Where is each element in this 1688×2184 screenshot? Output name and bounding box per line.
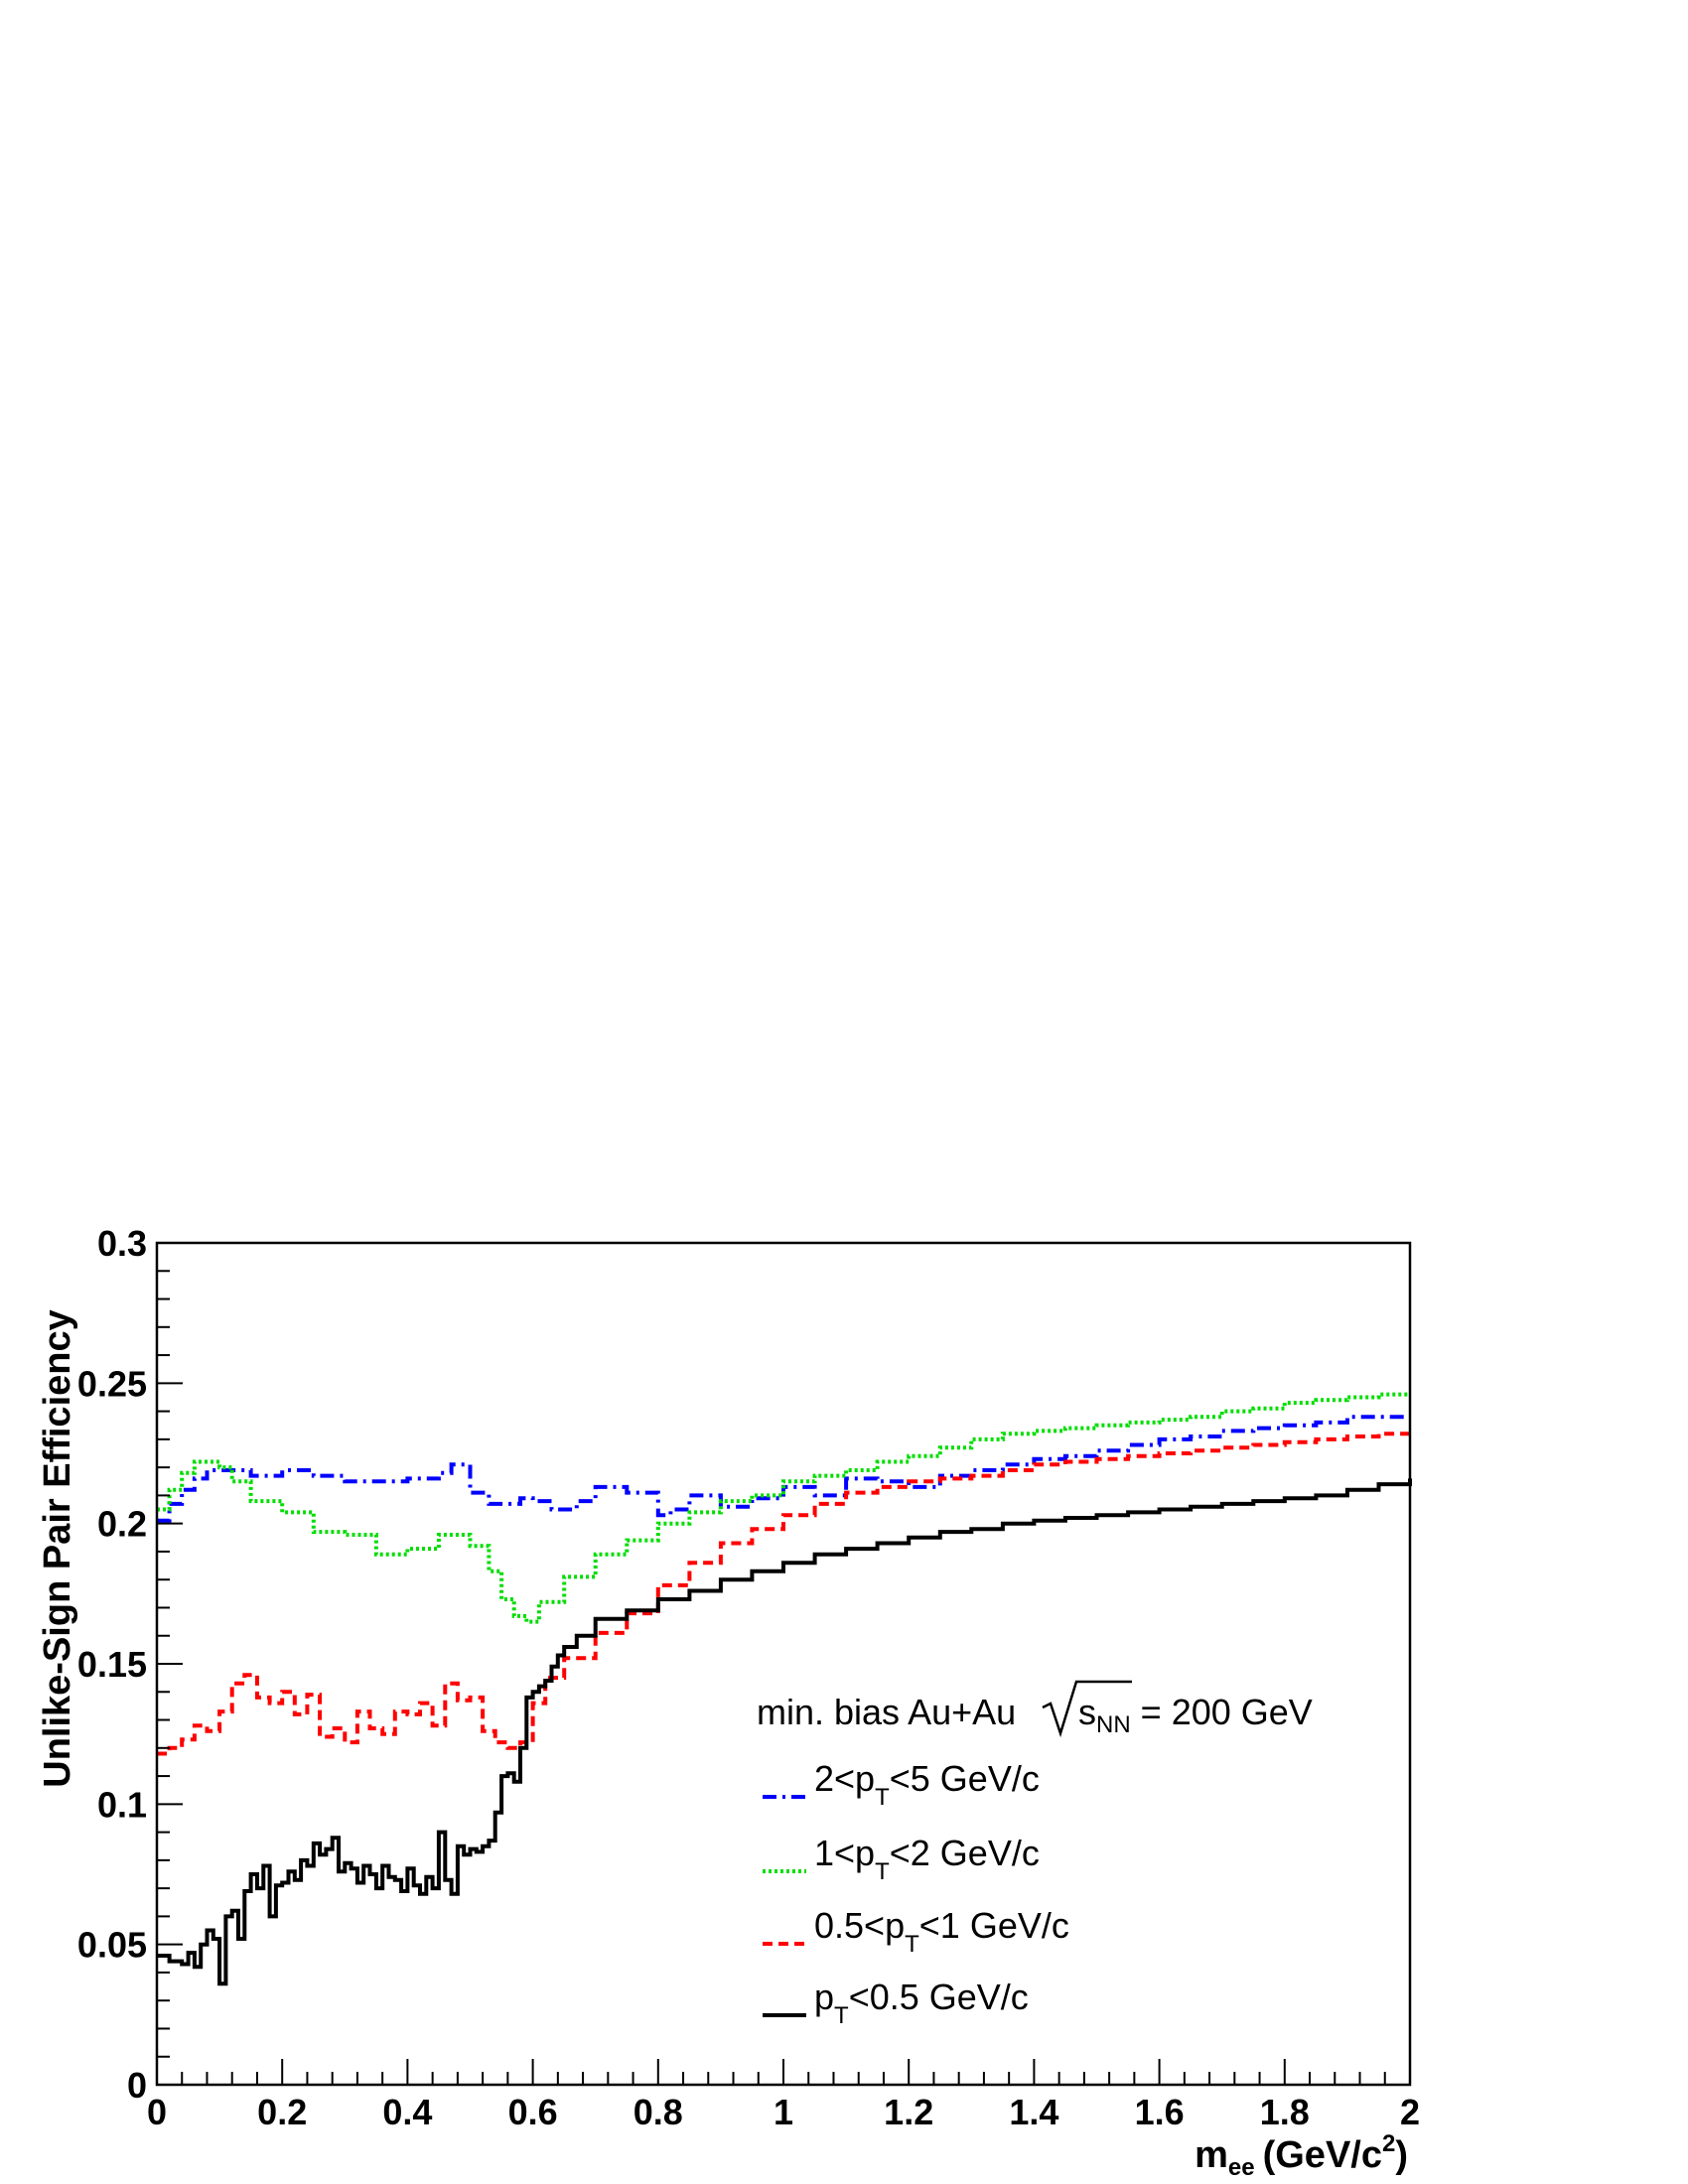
sqrt-symbol xyxy=(1042,1680,1132,1738)
legend-label-pt05to1: 0.5<pT<1 GeV/c xyxy=(814,1905,1069,1958)
legend-label-post: <0.5 GeV/c xyxy=(849,1977,1029,2017)
legend-label-sub: T xyxy=(875,1858,890,1885)
x-tick-label: 2 xyxy=(1400,2092,1420,2132)
legend-header-prefix: min. bias Au+Au xyxy=(757,1692,1016,1732)
series-line-ptlt05 xyxy=(157,1478,1412,1986)
y-tick-label: 0.15 xyxy=(77,1644,147,1685)
axis-ticks xyxy=(156,1242,1411,2086)
legend-label-post: <2 GeV/c xyxy=(890,1833,1040,1873)
x-tick-label: 0.8 xyxy=(633,2092,683,2132)
y-tick-label: 0.25 xyxy=(77,1363,147,1404)
x-axis-title-unit: (GeV/c xyxy=(1263,2134,1382,2176)
legend-header-root: sNN = 200 GeV xyxy=(1078,1692,1313,1738)
y-tick-label: 0.1 xyxy=(97,1784,147,1825)
x-axis-title-close: ) xyxy=(1395,2134,1408,2176)
legend-label-sub: T xyxy=(834,2002,849,2029)
legend-label-sub: T xyxy=(875,1784,890,1811)
x-tick-labels: 0 0.2 0.4 0.6 0.8 1 1.2 1.4 1.6 1.8 2 xyxy=(147,2092,1420,2132)
legend-header: min. bias Au+Au xyxy=(757,1692,1016,1732)
y-tick-label: 0 xyxy=(127,2065,147,2106)
legend-header-root-sub: NN xyxy=(1096,1711,1131,1738)
legend-label-pre: 1<p xyxy=(814,1833,875,1873)
x-tick-label: 0 xyxy=(147,2092,167,2132)
x-axis-title-var: m xyxy=(1195,2134,1228,2176)
legend-label-post: <5 GeV/c xyxy=(890,1758,1040,1799)
legend-label-ptlt05: pT<0.5 GeV/c xyxy=(814,1977,1029,2029)
legend-label-sub: T xyxy=(905,1931,919,1958)
y-axis-title: Unlike-Sign Pair Efficiency xyxy=(37,1309,78,1787)
x-axis-title-sup: 2 xyxy=(1382,2130,1395,2157)
x-axis-title: mee (GeV/c2) xyxy=(1195,2130,1408,2181)
x-tick-label: 1 xyxy=(774,2092,793,2132)
x-axis-title-sub: ee xyxy=(1228,2154,1255,2181)
y-tick-label: 0.05 xyxy=(77,1925,147,1966)
series-line-pt1to2 xyxy=(157,1392,1410,1624)
legend-label-pt2to5: 2<pT<5 GeV/c xyxy=(814,1758,1040,1811)
legend-label-pre: 2<p xyxy=(814,1758,875,1799)
x-tick-label: 0.6 xyxy=(508,2092,558,2132)
legend-label-pre: p xyxy=(814,1977,834,2017)
series-layer xyxy=(157,1392,1412,1986)
legend-header-root-symbol: s xyxy=(1078,1692,1096,1732)
y-tick-label: 0.3 xyxy=(97,1223,147,1264)
y-tick-label: 0.2 xyxy=(97,1504,147,1545)
x-tick-label: 1.4 xyxy=(1009,2092,1058,2132)
x-tick-label: 1.6 xyxy=(1135,2092,1185,2132)
y-tick-labels: 0 0.05 0.1 0.15 0.2 0.25 0.3 xyxy=(77,1223,147,2106)
legend-label-post: <1 GeV/c xyxy=(919,1905,1069,1946)
legend-label-pre: 0.5<p xyxy=(814,1905,905,1946)
legend-label-pt1to2: 1<pT<2 GeV/c xyxy=(814,1833,1040,1885)
x-tick-label: 1.2 xyxy=(884,2092,933,2132)
legend-entries: 2<pT<5 GeV/c1<pT<2 GeV/c0.5<pT<1 GeV/cpT… xyxy=(763,1758,1069,2029)
legend: min. bias Au+Au sNN = 200 GeV 2<pT<5 GeV… xyxy=(757,1680,1313,2029)
legend-header-suffix: = 200 GeV xyxy=(1131,1692,1313,1732)
x-tick-label: 0.4 xyxy=(382,2092,432,2132)
x-tick-label: 1.8 xyxy=(1260,2092,1310,2132)
series-line-pt2to5 xyxy=(157,1415,1410,1523)
x-tick-label: 0.2 xyxy=(257,2092,307,2132)
